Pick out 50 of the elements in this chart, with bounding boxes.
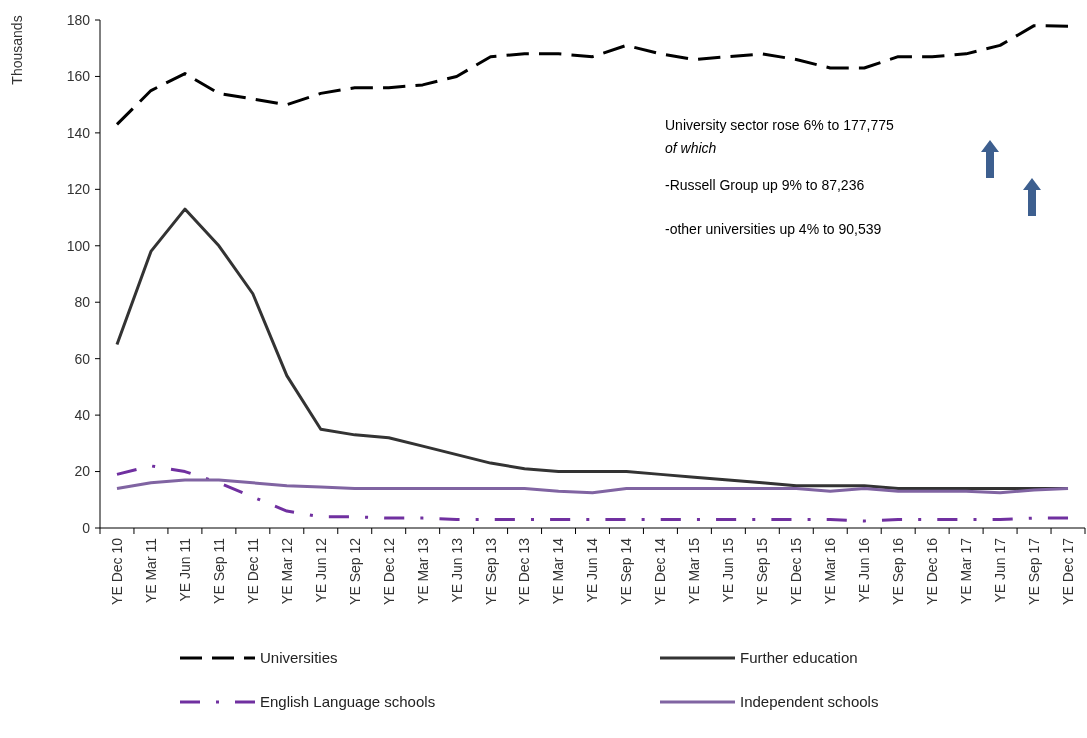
x-tick-label: YE Jun 17 (991, 537, 1008, 603)
annotation: -Russell Group up 9% to 87,236 (665, 177, 865, 193)
x-tick-label: YE Mar 11 (142, 537, 159, 604)
y-tick-label: 160 (66, 68, 91, 85)
y-tick-label: 80 (74, 294, 91, 311)
y-tick-label: 0 (82, 519, 91, 536)
x-tick-label: YE Dec 14 (652, 537, 669, 605)
x-tick-label: YE Mar 15 (686, 537, 703, 605)
x-tick-label: YE Mar 17 (958, 537, 975, 605)
x-tick-label: YE Dec 17 (1059, 537, 1076, 605)
annotation: -other universities up 4% to 90,539 (665, 221, 882, 237)
legend-label: Further education (740, 649, 858, 667)
y-tick-label: 120 (66, 181, 91, 198)
x-tick-label: YE Jun 13 (448, 537, 465, 603)
x-tick-label: YE Jun 15 (720, 537, 737, 603)
legend-label: Universities (260, 649, 338, 667)
x-tick-label: YE Jun 12 (312, 537, 329, 603)
x-tick-label: YE Dec 11 (244, 537, 261, 604)
x-tick-label: YE Jun 14 (584, 537, 601, 603)
x-tick-label: YE Sep 13 (482, 537, 499, 605)
x-tick-label: YE Dec 15 (788, 537, 805, 605)
x-tick-label: YE Mar 13 (414, 537, 431, 605)
x-tick-label: YE Sep 17 (1025, 537, 1042, 605)
y-tick-label: 20 (74, 463, 91, 480)
legend-label: Independent schools (740, 693, 879, 711)
x-tick-label: YE Jun 16 (856, 537, 873, 603)
x-tick-label: YE Dec 13 (516, 537, 533, 605)
line-series (115, 464, 1070, 523)
x-tick-label: YE Sep 12 (346, 537, 363, 605)
annotation: University sector rose 6% to 177,775 (665, 117, 894, 133)
x-tick-label: YE Jun 11 (176, 537, 193, 602)
x-tick-label: YE Sep 16 (890, 537, 907, 605)
x-tick-label: YE Mar 16 (822, 537, 839, 605)
legend-label: English Language schools (260, 693, 436, 711)
x-tick-label: YE Dec 10 (108, 537, 125, 605)
x-tick-label: YE Sep 15 (754, 537, 771, 605)
y-tick-label: 180 (66, 11, 91, 28)
x-tick-label: YE Dec 12 (380, 537, 397, 605)
y-axis-title: Thousands (9, 15, 25, 85)
x-tick-label: YE Dec 16 (924, 537, 941, 605)
x-tick-label: YE Mar 14 (550, 537, 567, 605)
y-tick-label: 140 (66, 124, 91, 141)
annotation: of which (665, 140, 717, 156)
x-tick-label: YE Sep 11 (210, 537, 227, 604)
y-tick-label: 100 (66, 237, 91, 254)
x-tick-label: YE Mar 12 (278, 537, 295, 605)
y-tick-label: 60 (74, 350, 91, 367)
x-tick-label: YE Sep 14 (618, 537, 635, 605)
line-series (115, 478, 1070, 495)
y-tick-label: 40 (74, 407, 91, 424)
